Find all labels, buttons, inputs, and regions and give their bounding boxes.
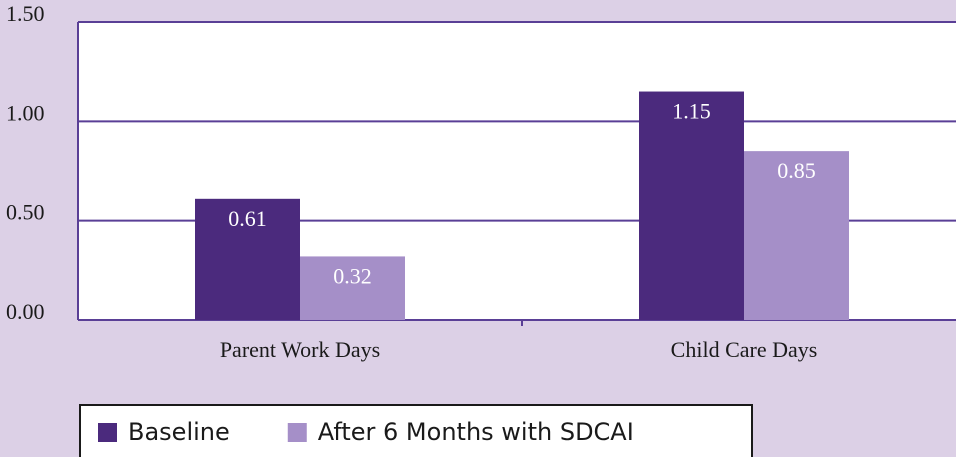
legend-swatch [287, 423, 307, 442]
bar [744, 151, 849, 320]
y-tick-label: 0.50 [6, 200, 45, 225]
x-tick-label: Parent Work Days [220, 337, 380, 362]
bar [639, 91, 744, 321]
data-label: 0.85 [777, 158, 816, 183]
bar [300, 256, 405, 320]
legend-box [79, 404, 753, 457]
legend-label: After 6 Months with SDCAI [318, 418, 634, 446]
legend-label: Baseline [128, 418, 230, 446]
data-label: 0.32 [333, 263, 372, 288]
legend-swatch [98, 423, 117, 442]
data-label: 1.15 [672, 99, 711, 124]
y-tick-label: 1.00 [6, 100, 45, 125]
data-label: 0.61 [228, 206, 267, 231]
y-tick-label: 0.00 [6, 299, 45, 324]
y-tick-label: 1.50 [6, 1, 45, 26]
x-tick-label: Child Care Days [671, 337, 818, 362]
bar [195, 198, 300, 320]
